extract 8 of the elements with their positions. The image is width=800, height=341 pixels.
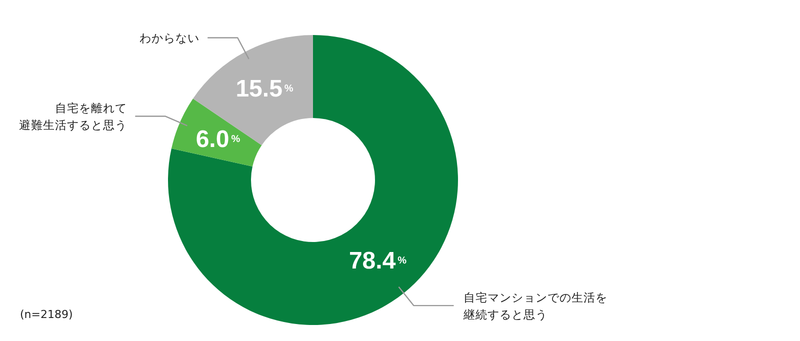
slice-label: 自宅マンションでの生活を継続すると思う [462, 290, 608, 322]
slice-label: わからない [140, 30, 200, 45]
data-label: 15.5% [236, 75, 294, 102]
text: (n=2189) [20, 308, 73, 321]
donut-slice [171, 98, 262, 167]
data-label: 78.4% [348, 247, 407, 274]
slice-label: 自宅を離れて避難生活すると思う [19, 101, 128, 132]
data-label: 6.0% [196, 126, 240, 153]
